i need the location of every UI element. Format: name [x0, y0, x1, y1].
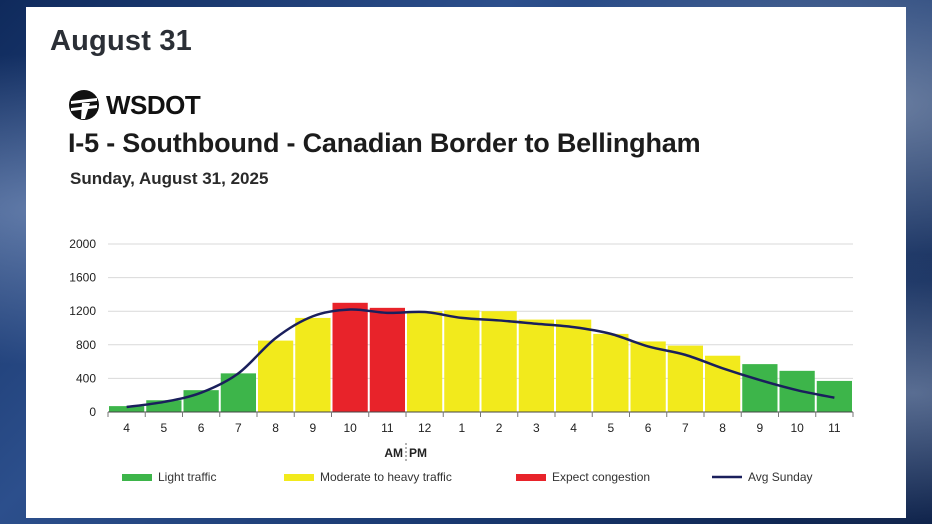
y-tick-label: 0	[89, 405, 96, 419]
y-tick-label: 400	[76, 371, 96, 385]
bar-moderate	[481, 311, 517, 412]
x-tick-label: 5	[608, 421, 615, 435]
wsdot-logo-icon	[69, 90, 99, 120]
bar-moderate	[556, 319, 592, 412]
bar-moderate	[518, 319, 554, 412]
legend-label: Light traffic	[158, 470, 216, 484]
legend-swatch-light	[122, 474, 152, 481]
legend-swatch-moderate	[284, 474, 314, 481]
x-tick-label: 9	[757, 421, 764, 435]
legend-label: Expect congestion	[552, 470, 650, 484]
x-tick-label: 1	[459, 421, 466, 435]
chart-subtitle: Sunday, August 31, 2025	[70, 169, 269, 188]
bar-moderate	[258, 340, 294, 412]
x-tick-label: 2	[496, 421, 503, 435]
bar-moderate	[667, 345, 703, 412]
y-tick-label: 1200	[69, 304, 96, 318]
bar-light	[146, 400, 182, 412]
x-tick-label: 7	[682, 421, 689, 435]
pm-label: PM	[409, 446, 427, 460]
bar-congestion	[369, 307, 405, 412]
x-tick-label: 6	[198, 421, 205, 435]
x-tick-label: 8	[719, 421, 726, 435]
date-tag: August 31	[50, 25, 192, 57]
x-tick-label: 4	[570, 421, 577, 435]
bar-moderate	[295, 317, 331, 412]
x-tick-label: 3	[533, 421, 540, 435]
x-tick-label: 5	[161, 421, 168, 435]
x-tick-label: 4	[123, 421, 130, 435]
legend-label: Avg Sunday	[748, 470, 813, 484]
x-tick-label: 11	[828, 421, 841, 435]
avg-sunday-line	[126, 308, 835, 409]
bar-moderate	[593, 333, 629, 412]
bar-light	[220, 373, 256, 412]
chart-title: I-5 - Southbound - Canadian Border to Be…	[68, 128, 701, 158]
x-tick-label: 11	[381, 421, 394, 435]
wsdot-logo: WSDOT	[68, 89, 201, 121]
y-tick-label: 2000	[69, 237, 96, 251]
x-tick-label: 10	[790, 421, 804, 435]
x-tick-label: 6	[645, 421, 652, 435]
chart-card: August 31 WSDOT I-5 - Southbound - Canad…	[26, 7, 906, 518]
bar-light	[742, 364, 778, 412]
bar-congestion	[332, 302, 368, 412]
x-tick-label: 10	[343, 421, 357, 435]
logo-text: WSDOT	[106, 89, 201, 120]
x-tick-label: 12	[418, 421, 432, 435]
bar-light	[109, 406, 145, 412]
am-label: AM	[384, 446, 403, 460]
y-tick-label: 1600	[69, 271, 96, 285]
legend-swatch-congestion	[516, 474, 546, 481]
x-tick-label: 7	[235, 421, 242, 435]
bar-moderate	[407, 311, 443, 412]
bar-moderate	[630, 341, 666, 412]
x-tick-label: 8	[272, 421, 279, 435]
y-tick-label: 800	[76, 338, 96, 352]
bar-moderate	[444, 310, 480, 412]
legend-label: Moderate to heavy traffic	[320, 470, 452, 484]
x-tick-label: 9	[310, 421, 317, 435]
